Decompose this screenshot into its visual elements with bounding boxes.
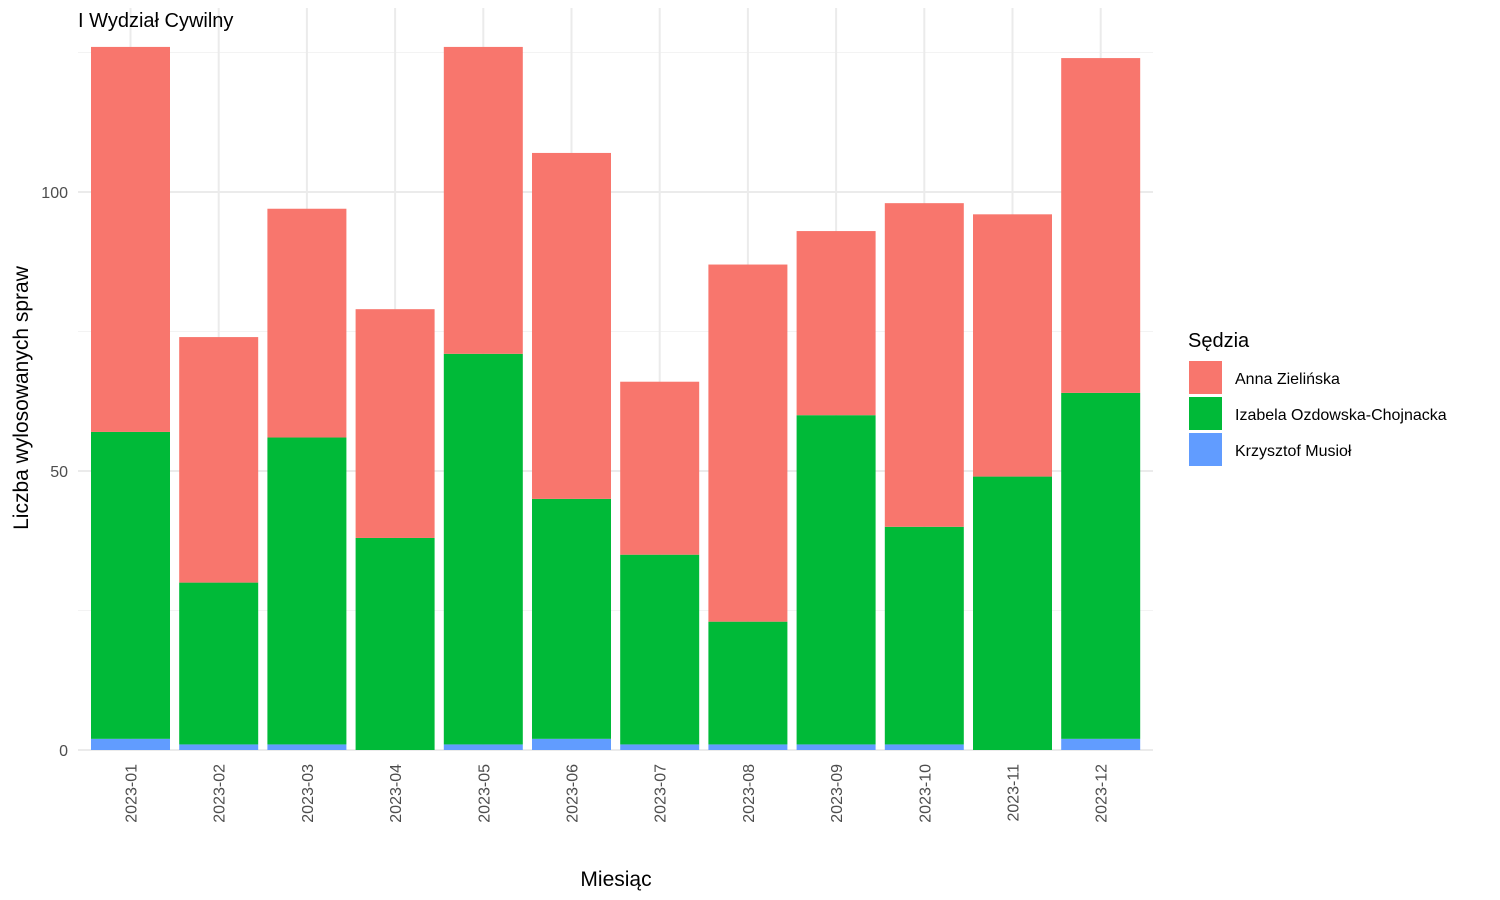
bar-segment-2023-07-izabela-ozdowska-chojnacka (620, 554, 700, 745)
x-tick-label: 2023-07 (653, 764, 670, 823)
bar-segment-2023-09-izabela-ozdowska-chojnacka (796, 415, 876, 745)
bar-segment-2023-10-krzysztof-musio- (884, 744, 964, 750)
bar-segment-2023-07-krzysztof-musio- (620, 744, 700, 750)
x-axis-ticks: 2023-01 2023-02 2023-03 2023-04 2023-05 2023-… (124, 764, 1111, 823)
x-tick-label: 2023-02 (212, 764, 229, 823)
x-tick-label: 2023-06 (565, 764, 582, 823)
y-tick-label: 100 (41, 185, 68, 202)
x-tick-label: 2023-01 (124, 764, 141, 823)
x-tick-label: 2023-12 (1094, 764, 1111, 823)
bar-segment-2023-10-izabela-ozdowska-chojnacka (884, 526, 964, 745)
x-axis-label: Miesiąc (580, 868, 651, 891)
x-tick-label: 2023-10 (917, 764, 934, 823)
bar-segment-2023-01-anna-zieli-ska (91, 46, 170, 432)
bar-segment-2023-02-anna-zieli-ska (179, 337, 259, 583)
bar-segment-2023-06-krzysztof-musio- (532, 738, 611, 750)
x-tick-label: 2023-09 (829, 764, 846, 823)
bar-segment-2023-12-anna-zieli-ska (1061, 58, 1141, 393)
bar-segment-2023-09-anna-zieli-ska (796, 231, 876, 416)
legend-label: Krzysztof Musioł (1235, 443, 1352, 460)
bar-segment-2023-12-izabela-ozdowska-chojnacka (1061, 392, 1141, 739)
bar-segment-2023-08-izabela-ozdowska-chojnacka (708, 621, 788, 745)
bar-segment-2023-12-krzysztof-musio- (1061, 738, 1141, 750)
bar-segment-2023-02-izabela-ozdowska-chojnacka (179, 582, 259, 745)
bar-segment-2023-03-anna-zieli-ska (267, 208, 347, 438)
y-tick-label: 50 (50, 464, 68, 481)
bar-segment-2023-05-anna-zieli-ska (443, 46, 523, 354)
bar-segment-2023-10-anna-zieli-ska (884, 203, 964, 527)
bar-segment-2023-06-anna-zieli-ska (532, 152, 611, 499)
bar-segment-2023-06-izabela-ozdowska-chojnacka (532, 498, 611, 739)
chart-title: I Wydział Cywilny (78, 10, 233, 32)
bar-segment-2023-04-izabela-ozdowska-chojnacka (355, 537, 435, 750)
legend-label: Izabela Ozdowska-Chojnacka (1235, 407, 1447, 424)
bar-segment-2023-09-krzysztof-musio- (796, 744, 876, 750)
y-axis-ticks: 0 50 100 (41, 185, 68, 760)
bar-segment-2023-03-izabela-ozdowska-chojnacka (267, 437, 347, 745)
bar-segment-2023-07-anna-zieli-ska (620, 381, 700, 555)
x-tick-label: 2023-05 (476, 764, 493, 823)
bar-segment-2023-05-krzysztof-musio- (443, 744, 523, 750)
x-tick-label: 2023-04 (388, 764, 405, 823)
bar-segment-2023-03-krzysztof-musio- (267, 744, 347, 750)
bar-segment-2023-11-anna-zieli-ska (973, 214, 1052, 477)
x-tick-label: 2023-08 (741, 764, 758, 823)
legend: Sędzia Anna Zielińska Izabela Ozdowska-Ch… (1188, 330, 1447, 466)
legend-title: Sędzia (1188, 330, 1250, 352)
x-tick-label: 2023-11 (1006, 764, 1023, 822)
bar-segment-2023-08-krzysztof-musio- (708, 744, 788, 750)
x-tick-label: 2023-03 (300, 764, 317, 823)
bar-segment-2023-05-izabela-ozdowska-chojnacka (443, 353, 523, 745)
legend-swatch (1189, 433, 1222, 466)
legend-swatch (1189, 397, 1222, 430)
bar-segment-2023-08-anna-zieli-ska (708, 264, 788, 622)
bar-segment-2023-11-izabela-ozdowska-chojnacka (973, 476, 1052, 750)
legend-label: Anna Zielińska (1235, 371, 1340, 388)
bar-segment-2023-04-anna-zieli-ska (355, 309, 435, 538)
y-axis-label: Liczba wylosowanych spraw (10, 265, 33, 530)
bars (91, 46, 1141, 750)
y-tick-label: 0 (59, 743, 68, 760)
bar-segment-2023-01-krzysztof-musio- (91, 738, 170, 750)
bar-segment-2023-01-izabela-ozdowska-chojnacka (91, 431, 170, 739)
legend-swatch (1189, 361, 1222, 394)
bar-segment-2023-02-krzysztof-musio- (179, 744, 259, 750)
